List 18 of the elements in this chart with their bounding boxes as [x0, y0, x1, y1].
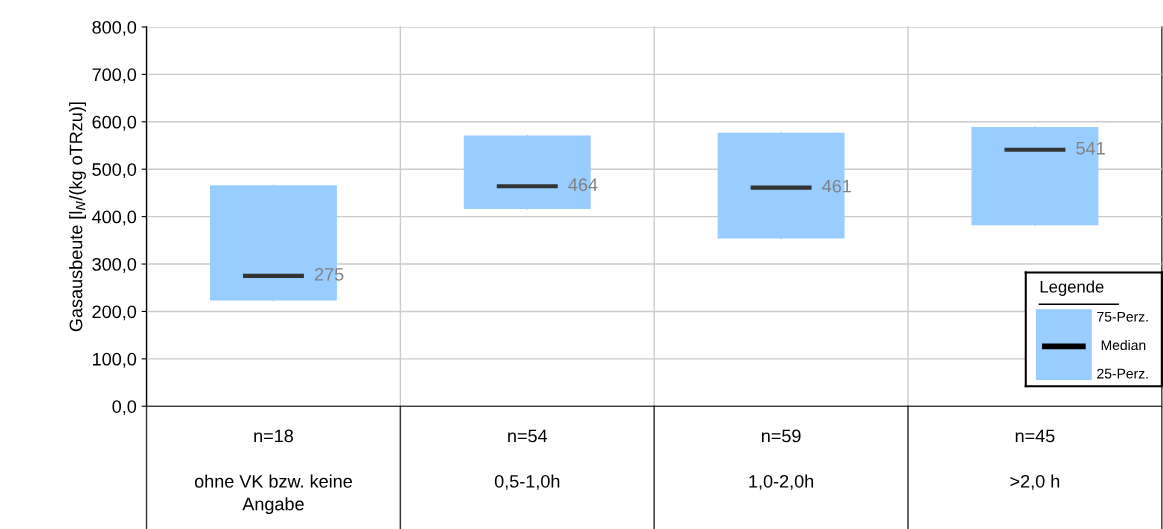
category-label: n=59 1,0-2,0h [749, 429, 814, 490]
y-tick-label: 200,0 [92, 305, 137, 321]
y-axis-title: Gasausbeute [l$_{N}$/(kg oTRzu)] [69, 102, 86, 332]
y-tick-label: 600,0 [92, 115, 137, 131]
legend-title: Legende [1040, 280, 1104, 296]
annotation: 25-Perz. [1097, 368, 1148, 379]
category-label: n=45 >2,0 h [1010, 429, 1060, 490]
y-tick-label: 800,0 [92, 20, 137, 36]
y-tick-label: 300,0 [92, 257, 137, 273]
text: Median [1101, 339, 1146, 351]
category-label: n=54 0,5-1,0h [494, 429, 560, 490]
y-tick-label: 100,0 [93, 352, 137, 368]
y-tick-label: 0,0 [112, 400, 137, 416]
category-label: n=18 ohne VK bzw. keine Angabe [194, 429, 352, 515]
y-tick-label: 500,0 [92, 163, 137, 179]
annotation: 75-Perz. [1097, 311, 1148, 322]
y-tick-label: 400,0 [92, 210, 137, 226]
y-tick-label: 700,0 [92, 68, 137, 84]
